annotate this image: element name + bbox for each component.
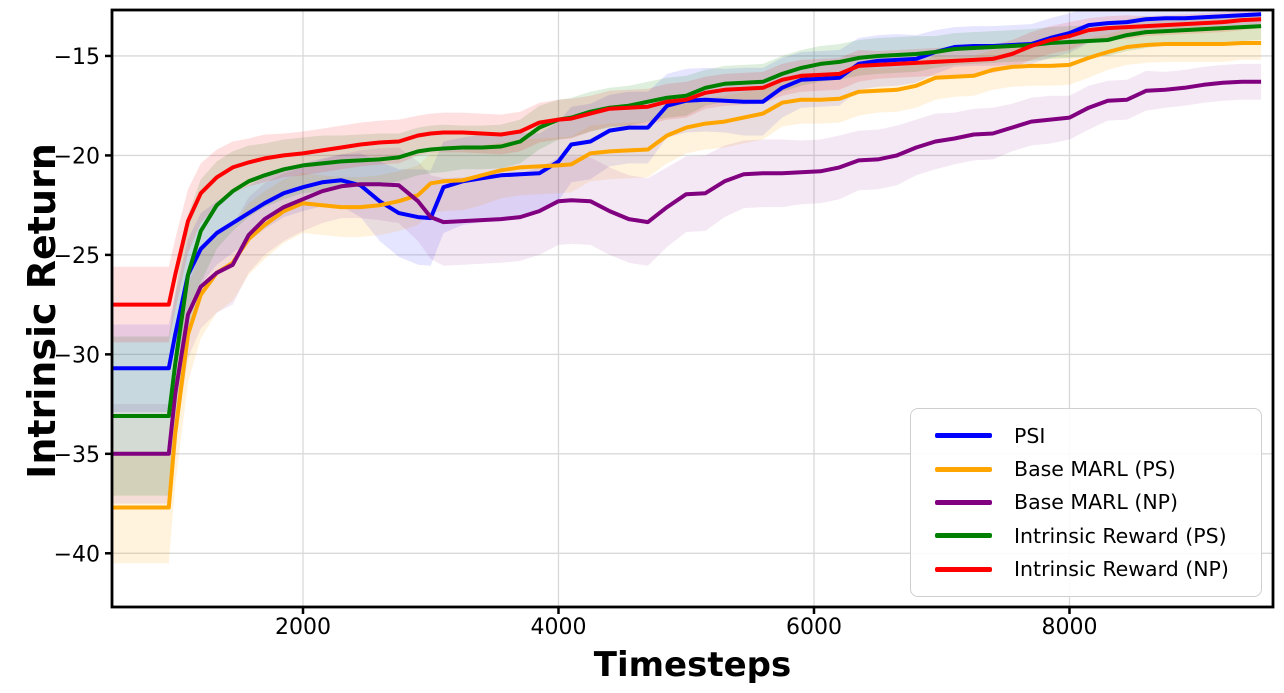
legend-line-swatch bbox=[935, 466, 992, 472]
svg-text:−25: −25 bbox=[54, 244, 100, 269]
svg-text:2000: 2000 bbox=[275, 615, 331, 640]
legend-line-swatch bbox=[935, 499, 992, 505]
legend-line-swatch bbox=[935, 566, 992, 572]
legend-item-psi: PSI bbox=[935, 424, 1253, 448]
legend-item-intrinsic-reward-np: Intrinsic Reward (NP) bbox=[935, 557, 1253, 581]
svg-text:−15: −15 bbox=[54, 45, 100, 70]
legend-item-base-marl-np: Base MARL (NP) bbox=[935, 490, 1253, 514]
svg-text:−30: −30 bbox=[54, 343, 100, 368]
svg-text:−20: −20 bbox=[54, 144, 100, 169]
legend-item-intrinsic-reward-ps: Intrinsic Reward (PS) bbox=[935, 524, 1253, 548]
legend-line-swatch bbox=[935, 533, 992, 539]
svg-text:−35: −35 bbox=[54, 443, 100, 468]
y-axis-label: Intrinsic Return bbox=[20, 143, 64, 479]
svg-text:8000: 8000 bbox=[1041, 615, 1097, 640]
legend-label: Intrinsic Reward (NP) bbox=[1014, 557, 1229, 582]
legend-item-base-marl-ps: Base MARL (PS) bbox=[935, 457, 1253, 481]
svg-text:4000: 4000 bbox=[530, 615, 586, 640]
x-axis-label: Timesteps bbox=[593, 645, 792, 685]
legend-label: Base MARL (PS) bbox=[1014, 457, 1176, 482]
legend-label: Intrinsic Reward (PS) bbox=[1014, 523, 1227, 548]
legend-line-swatch bbox=[935, 433, 992, 439]
svg-text:6000: 6000 bbox=[786, 615, 842, 640]
legend-label: PSI bbox=[1014, 423, 1046, 448]
svg-text:−40: −40 bbox=[54, 542, 100, 567]
legend-label: Base MARL (NP) bbox=[1014, 490, 1179, 515]
legend: PSI Base MARL (PS) Base MARL (NP) Intrin… bbox=[910, 408, 1262, 597]
